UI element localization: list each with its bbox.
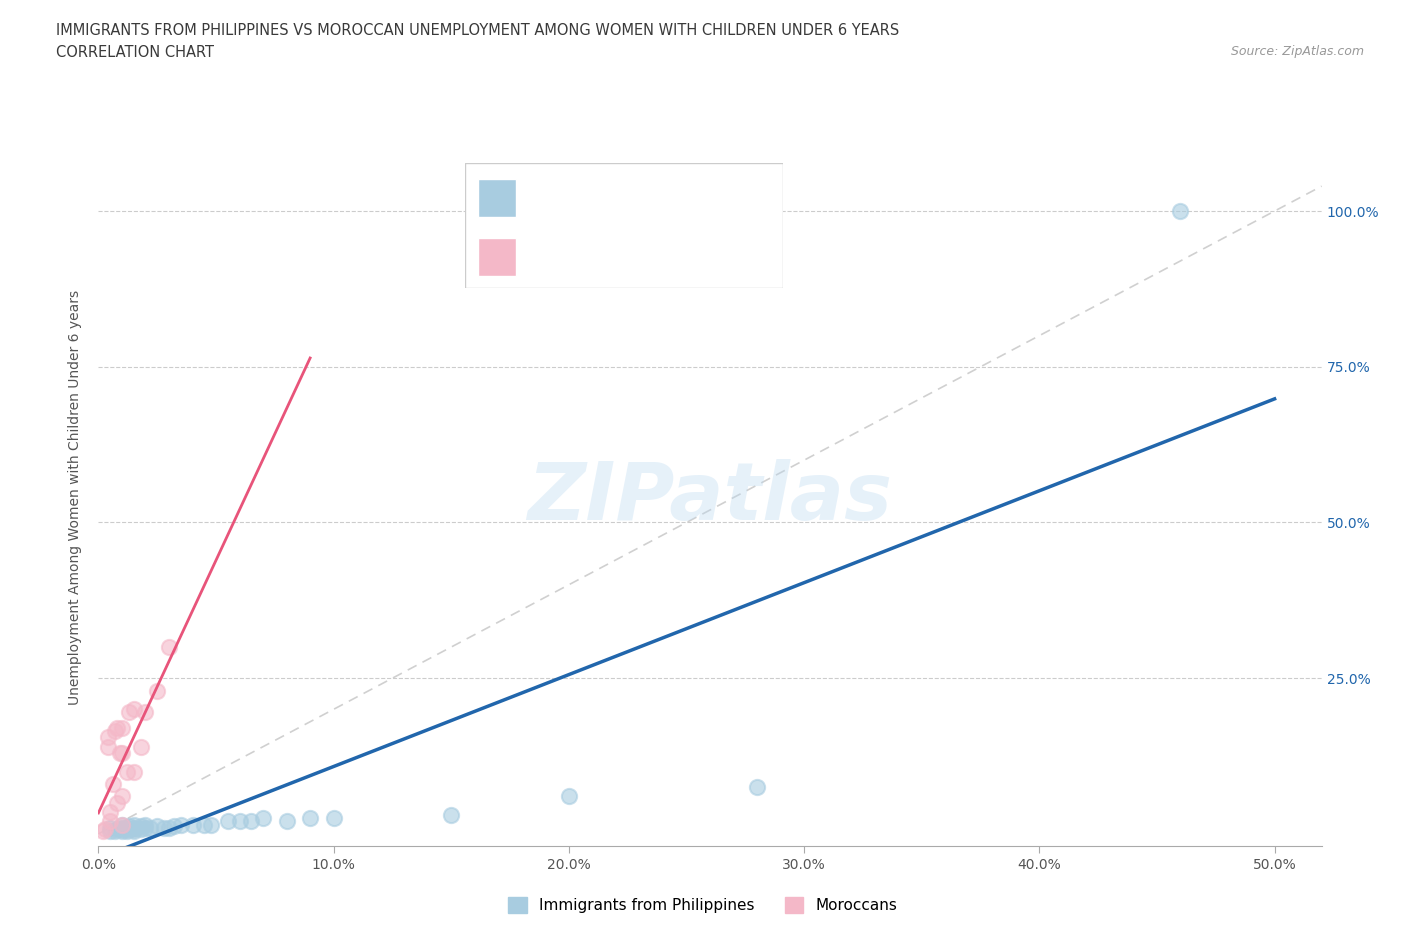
Point <box>98 823 121 838</box>
Text: CORRELATION CHART: CORRELATION CHART <box>56 45 214 60</box>
Point <box>108 746 131 761</box>
Point <box>115 821 138 836</box>
Point <box>111 817 134 832</box>
Point <box>276 814 298 829</box>
Point <box>98 804 121 819</box>
Point <box>122 821 145 836</box>
Legend: Immigrants from Philippines, Moroccans: Immigrants from Philippines, Moroccans <box>509 897 897 913</box>
Point <box>91 823 114 838</box>
Point <box>558 789 581 804</box>
Point <box>153 820 176 835</box>
Text: ZIPatlas: ZIPatlas <box>527 458 893 537</box>
Point <box>252 811 274 826</box>
Point <box>111 820 134 835</box>
Point <box>98 820 121 835</box>
Point <box>157 820 180 835</box>
Point <box>105 795 128 810</box>
Point <box>111 746 134 761</box>
Point <box>134 705 156 720</box>
Point <box>129 739 152 754</box>
Point <box>94 821 117 836</box>
Point <box>129 821 152 836</box>
Point <box>115 820 138 835</box>
Point <box>146 819 169 834</box>
Point <box>122 764 145 779</box>
Point <box>228 814 250 829</box>
Point <box>122 702 145 717</box>
Point <box>170 817 193 832</box>
Point <box>134 820 156 835</box>
Point <box>111 721 134 736</box>
Point <box>115 823 138 838</box>
Point <box>105 721 128 736</box>
Point <box>240 814 263 829</box>
Point <box>129 819 152 834</box>
Point <box>97 730 120 745</box>
Point <box>217 814 239 829</box>
Point <box>322 811 344 826</box>
Point <box>118 819 141 834</box>
Point <box>193 817 215 832</box>
Point <box>111 789 134 804</box>
Point <box>200 817 222 832</box>
Point <box>122 817 145 832</box>
Point <box>163 819 186 834</box>
Y-axis label: Unemployment Among Women with Children Under 6 years: Unemployment Among Women with Children U… <box>69 290 83 705</box>
Point <box>157 640 180 655</box>
Point <box>118 705 141 720</box>
Point <box>440 808 463 823</box>
Point <box>115 764 138 779</box>
Point <box>105 821 128 836</box>
Text: IMMIGRANTS FROM PHILIPPINES VS MOROCCAN UNEMPLOYMENT AMONG WOMEN WITH CHILDREN U: IMMIGRANTS FROM PHILIPPINES VS MOROCCAN … <box>56 23 900 38</box>
Point <box>1170 204 1192 219</box>
Text: Source: ZipAtlas.com: Source: ZipAtlas.com <box>1230 45 1364 58</box>
Point <box>101 777 124 791</box>
Point <box>745 779 768 794</box>
Point <box>104 823 127 838</box>
Point <box>97 739 120 754</box>
Point <box>98 814 121 829</box>
Point <box>111 817 134 832</box>
Point <box>111 823 134 838</box>
Point <box>122 820 145 835</box>
Point <box>111 821 134 836</box>
Point <box>134 817 156 832</box>
Point <box>299 811 322 826</box>
Point <box>181 817 204 832</box>
Point <box>122 823 145 838</box>
Point <box>146 684 169 698</box>
Point <box>139 820 162 835</box>
Point <box>104 724 127 738</box>
